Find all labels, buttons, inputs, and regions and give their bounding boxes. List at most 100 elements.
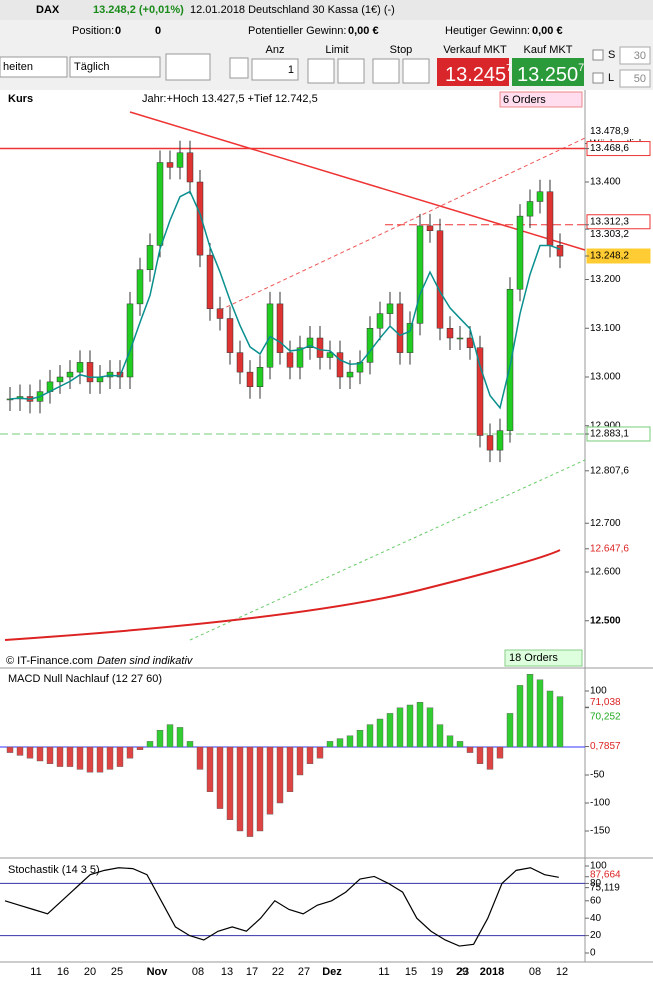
buy-price: 13.2507	[517, 62, 584, 86]
candle	[56, 376, 64, 383]
range-info: Jahr:+Hoch 13.427,5 +Tief 12.742,5	[142, 93, 318, 105]
candle	[496, 430, 504, 451]
macd-bar	[406, 704, 414, 748]
candle	[346, 371, 354, 378]
orders-bottom: 18 Orders	[509, 652, 558, 664]
copyright: © IT-Finance.com	[6, 655, 93, 667]
macd-bar	[246, 746, 254, 837]
price-label: 12.807,6	[590, 465, 629, 476]
stop-sell[interactable]	[402, 58, 430, 84]
price-label: 13.400	[590, 177, 621, 188]
price-label: 12.883,1	[590, 429, 629, 440]
macd-bar	[356, 730, 364, 748]
macd-bar	[506, 713, 514, 748]
potential: 0,00 €	[348, 25, 379, 37]
units-select[interactable]	[0, 56, 68, 78]
period-select[interactable]	[69, 56, 161, 78]
s-checkbox[interactable]	[592, 49, 604, 61]
sell-button[interactable]	[437, 58, 509, 86]
macd-bar	[256, 746, 264, 832]
candle	[386, 303, 394, 314]
macd-bar	[376, 718, 384, 748]
macd-bar	[66, 746, 74, 767]
qty-input[interactable]	[251, 58, 299, 81]
candle	[366, 328, 374, 363]
x-label: 23	[457, 966, 469, 978]
orders-top-box[interactable]	[499, 91, 583, 108]
limit-buy[interactable]	[307, 58, 335, 84]
macd-bar	[556, 696, 564, 748]
macd-bar	[166, 724, 174, 748]
candle	[436, 230, 444, 329]
x-label: 2018	[480, 966, 504, 978]
price-label: 12.647,6	[590, 543, 629, 554]
position: 0	[115, 25, 121, 37]
macd-bar	[16, 746, 24, 756]
macd-bar	[216, 746, 224, 809]
stoch-label: 20	[590, 930, 602, 941]
candle	[146, 245, 154, 270]
stoch-label: 75,119	[590, 882, 620, 893]
candle	[276, 303, 284, 353]
candle	[506, 289, 514, 431]
limit-sell[interactable]	[337, 58, 365, 84]
chart-type-button[interactable]	[165, 53, 211, 81]
price-label: 13.478,9	[590, 126, 629, 137]
macd-bar	[346, 735, 354, 748]
s-input[interactable]	[619, 46, 651, 65]
l-input[interactable]	[619, 69, 651, 88]
symbol: DAX	[36, 4, 60, 16]
macd-bar	[156, 730, 164, 748]
macd-title: MACD Null Nachlauf (12 27 60)	[8, 673, 162, 685]
candle	[536, 191, 544, 202]
candle	[476, 347, 484, 436]
macd-bar	[536, 679, 544, 748]
price-label: 13.200	[590, 274, 621, 285]
macd-bar	[466, 746, 474, 753]
price-label: 13.248,2	[590, 251, 629, 262]
candle	[136, 269, 144, 305]
stoch-label: 100	[590, 861, 607, 872]
macd-bar	[196, 746, 204, 770]
candle	[206, 254, 214, 309]
quote: 13.248,2 (+0,01%)	[93, 4, 184, 16]
macd-bar	[366, 724, 374, 748]
x-label: 12	[556, 966, 568, 978]
trend-line	[129, 111, 586, 251]
candle	[256, 367, 264, 387]
candle	[76, 362, 84, 373]
macd-bar	[416, 702, 424, 748]
tool-button[interactable]	[229, 57, 249, 79]
macd-bar	[26, 746, 34, 759]
macd-bar	[136, 746, 144, 750]
l-checkbox[interactable]	[592, 72, 604, 84]
macd-bar	[526, 674, 534, 748]
l-label: L	[608, 72, 614, 84]
orders-bottom-box[interactable]	[504, 649, 583, 667]
macd-bar	[286, 746, 294, 792]
macd-bar	[316, 746, 324, 759]
candle	[456, 337, 464, 340]
s-value: 30	[634, 50, 646, 62]
stoch-line	[4, 867, 559, 947]
macd-bar	[436, 724, 444, 748]
stop-buy[interactable]	[372, 58, 400, 84]
price-label: 12.500	[590, 615, 621, 626]
candle	[66, 371, 74, 378]
x-label: 19	[431, 966, 443, 978]
macd-bar	[36, 746, 44, 762]
buy-button[interactable]	[512, 58, 584, 86]
candle	[446, 328, 454, 339]
macd-bar	[6, 746, 14, 753]
price-label-box	[586, 214, 651, 230]
x-label: 20	[84, 966, 96, 978]
candle	[296, 347, 304, 368]
s-label: S	[608, 49, 615, 61]
candle	[266, 303, 274, 368]
candle	[196, 181, 204, 256]
macd-label: -150	[590, 826, 610, 837]
macd-label: -50	[590, 770, 605, 781]
candle	[376, 313, 384, 329]
candle	[396, 303, 404, 353]
